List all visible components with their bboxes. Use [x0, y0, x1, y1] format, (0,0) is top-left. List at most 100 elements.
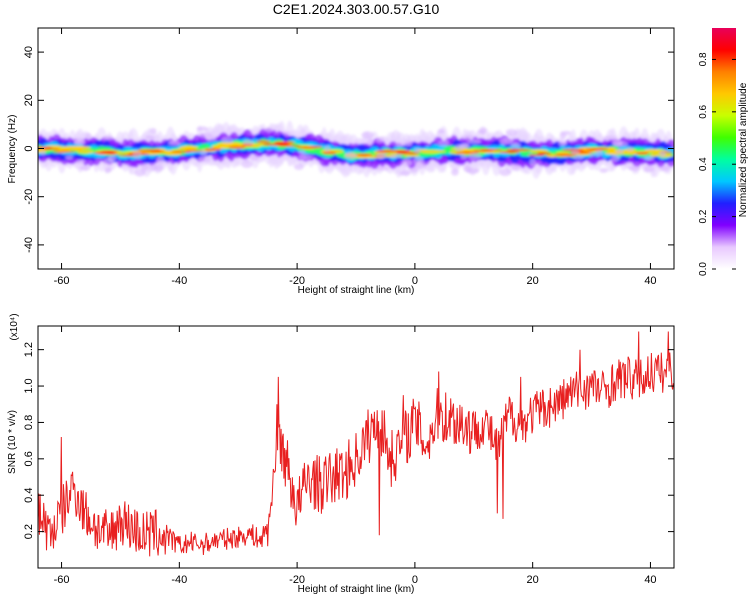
ridge-speckle: [76, 159, 86, 164]
ridge-speckle: [413, 147, 421, 154]
snr-panel: -60 -40 -20 0 20 400.20.40.60.81.01.2 (x10⁴) …: [7, 313, 675, 595]
ridge-speckle: [659, 150, 666, 159]
snr-xtick-label: -60: [54, 574, 70, 586]
ridge-speckle: [156, 156, 165, 165]
ridge-speckle: [611, 138, 623, 147]
ridge-speckle: [468, 153, 482, 160]
spectrogram-ytick-label: -40: [23, 237, 35, 253]
ridge-speckle: [242, 139, 255, 146]
ridge-speckle: [499, 168, 512, 177]
colorbar-tick-label: 0.0: [698, 262, 709, 276]
ridge-speckle: [529, 158, 536, 167]
spectrogram-ytick-label: 20: [23, 94, 35, 106]
snr-xtick-label: 20: [527, 574, 539, 586]
ridge-cell: [355, 153, 373, 156]
ridge-cell: [199, 143, 211, 150]
ridge-cell: [386, 149, 411, 152]
ridge-cell: [164, 151, 182, 156]
ridge-cell: [561, 148, 585, 151]
ridge-speckle: [399, 170, 411, 176]
ridge-speckle: [599, 167, 609, 173]
ridge-speckle: [499, 137, 514, 145]
ridge-speckle: [611, 154, 621, 162]
spectrogram-xtick-label: 0: [412, 275, 418, 287]
ridge-speckle: [220, 136, 234, 144]
colorbar-label: Normalized spectral amplitude: [738, 82, 749, 217]
ridge-speckle: [298, 150, 306, 155]
figure-title: C2E1.2024.303.00.57.G10: [273, 1, 440, 17]
snr-ytick-label: 1.2: [23, 342, 35, 357]
ridge-cell: [591, 148, 609, 151]
ridge-cell: [527, 154, 545, 156]
ridge-speckle: [153, 164, 164, 172]
spectrogram-xtick-label: -40: [171, 275, 187, 287]
ridge-speckle: [461, 134, 475, 140]
ridge-speckle: [454, 144, 465, 151]
ridge-speckle: [298, 153, 312, 160]
ridge-speckle: [167, 140, 181, 146]
ridge-speckle: [410, 167, 418, 173]
ridge-cell: [273, 141, 296, 144]
snr-xtick-label: -40: [171, 574, 187, 586]
ridge-cell: [255, 140, 271, 143]
ridge-speckle: [628, 165, 641, 172]
ridge-speckle: [293, 163, 304, 170]
ridge-speckle: [389, 153, 403, 159]
ridge-speckle: [401, 158, 412, 167]
ridge-speckle: [241, 160, 253, 169]
ridge-cell: [649, 153, 662, 157]
ridge-speckle: [73, 137, 86, 144]
ridge-speckle: [149, 128, 157, 134]
snr-frame: [37, 325, 675, 569]
ridge-speckle: [102, 135, 114, 141]
spectrogram-ytick-label: 40: [23, 46, 35, 58]
snr-ytick-label: 0.8: [23, 415, 35, 430]
ridge-cell: [322, 151, 337, 155]
ridge-speckle: [281, 131, 292, 136]
ridge-cell: [499, 151, 521, 154]
ridge-cell: [52, 150, 77, 153]
ridge-speckle: [644, 155, 655, 161]
ridge-speckle: [558, 141, 568, 147]
ridge-speckle: [626, 146, 634, 152]
ridge-speckle: [572, 155, 585, 160]
ridge-cell: [106, 153, 118, 155]
ridge-cell: [43, 148, 59, 150]
snr-ytick-label: 0.6: [23, 451, 35, 466]
ridge-speckle: [344, 151, 358, 160]
spectrogram-xtick-label: 20: [527, 275, 539, 287]
ridge-speckle: [466, 168, 480, 174]
ridge-speckle: [414, 162, 427, 169]
ridge-speckle: [134, 168, 146, 177]
ridge-speckle: [594, 149, 604, 157]
ridge-speckle: [643, 165, 655, 173]
ridge-speckle: [395, 142, 407, 147]
ridge-cell: [309, 146, 323, 148]
ridge-speckle: [438, 139, 450, 147]
spectrogram-panel: -60 -40 -20 0 20 40 -40 -20 0 20 40 Height of stra…: [7, 27, 675, 296]
ridge-speckle: [39, 150, 46, 156]
ridge-cell: [170, 151, 192, 153]
ridge-speckle: [659, 165, 671, 172]
snr-xtick-label: 40: [644, 574, 656, 586]
snr-xtick-label: -20: [289, 574, 305, 586]
colorbar: 0.0 0.2 0.4 0.6 0.8 Normalized spectral ampl…: [698, 28, 749, 276]
spectral-ridge: [38, 120, 674, 179]
ridge-cell: [149, 150, 165, 153]
ridge-cell: [278, 145, 302, 147]
snr-ytick-label: 0.2: [23, 524, 35, 539]
spectrogram-xtick-label: 40: [644, 275, 656, 287]
ridge-speckle: [510, 163, 521, 171]
ridge-speckle: [104, 167, 112, 173]
ridge-cell: [536, 152, 552, 155]
colorbar-tick-label: 0.4: [698, 157, 709, 171]
ridge-speckle: [602, 135, 617, 141]
ridge-speckle: [376, 152, 386, 160]
snr-series-line: [38, 331, 674, 557]
colorbar-tick-label: 0.8: [698, 52, 709, 66]
spectrogram-ytick-label: -20: [23, 189, 35, 205]
ridge-cell: [228, 146, 246, 149]
ridge-cell: [70, 146, 91, 150]
ridge-speckle: [263, 127, 275, 132]
